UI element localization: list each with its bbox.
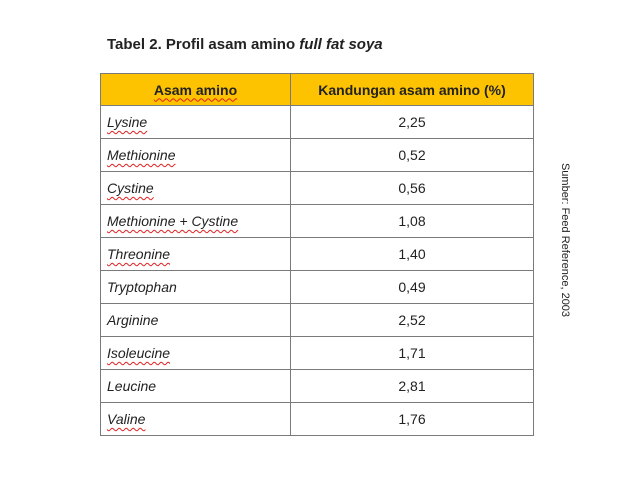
amino-name: Arginine: [107, 312, 159, 328]
amino-name: Leucine: [107, 378, 157, 394]
amino-name: Tryptophan: [107, 279, 177, 295]
title-text: Tabel 2. Profil asam amino: [107, 36, 296, 53]
header-row: Asam amino Kandungan asam amino (%): [100, 73, 534, 106]
row: Valine 1,76: [100, 402, 534, 436]
amino-name: Methionine: [107, 147, 176, 163]
cell: Arginine: [100, 303, 291, 337]
cell: Methionine: [100, 138, 291, 172]
row: Leucine 2,81: [100, 369, 534, 403]
cell: Tryptophan: [100, 270, 291, 304]
cell: 0,49: [290, 270, 534, 304]
cell: 0,52: [290, 138, 534, 172]
cell: 1,76: [290, 402, 534, 436]
cell: 2,52: [290, 303, 534, 337]
amino-table: Asam amino Kandungan asam amino (%) Lysi…: [100, 73, 534, 436]
cell: 0,56: [290, 171, 534, 205]
row: Isoleucine 1,71: [100, 336, 534, 370]
cell: Methionine + Cystine: [100, 204, 291, 238]
row: Methionine 0,52: [100, 138, 534, 172]
title: Tabel 2. Profil asam amino full fat soya: [107, 36, 383, 53]
row: Methionine + Cystine 1,08: [100, 204, 534, 238]
amino-name: Cystine: [107, 180, 154, 196]
cell: Leucine: [100, 369, 291, 403]
cell: Isoleucine: [100, 336, 291, 370]
cell: 2,81: [290, 369, 534, 403]
cell: Valine: [100, 402, 291, 436]
cell: 1,71: [290, 336, 534, 370]
row: Lysine 2,25: [100, 105, 534, 139]
cell: 1,40: [290, 237, 534, 271]
amino-name: Methionine + Cystine: [107, 213, 239, 229]
cell: Lysine: [100, 105, 291, 139]
title-emphasis: full fat soya: [299, 36, 383, 53]
row: Cystine 0,56: [100, 171, 534, 205]
row: Tryptophan 0,49: [100, 270, 534, 304]
amino-name: Isoleucine: [107, 345, 171, 361]
cell: Threonine: [100, 237, 291, 271]
header-text: Asam amino: [153, 81, 238, 98]
amino-name: Threonine: [107, 246, 171, 262]
cell: 2,25: [290, 105, 534, 139]
source-note: Sumber: Feed Reference, 2003: [559, 162, 571, 318]
amino-name: Valine: [107, 411, 146, 427]
header-cell: Kandungan asam amino (%): [290, 73, 534, 106]
amino-name: Lysine: [107, 114, 148, 130]
row: Threonine 1,40: [100, 237, 534, 271]
cell: Cystine: [100, 171, 291, 205]
header-cell: Asam amino: [100, 73, 291, 106]
cell: 1,08: [290, 204, 534, 238]
header-text: Kandungan asam amino (%): [318, 81, 506, 98]
row: Arginine 2,52: [100, 303, 534, 337]
